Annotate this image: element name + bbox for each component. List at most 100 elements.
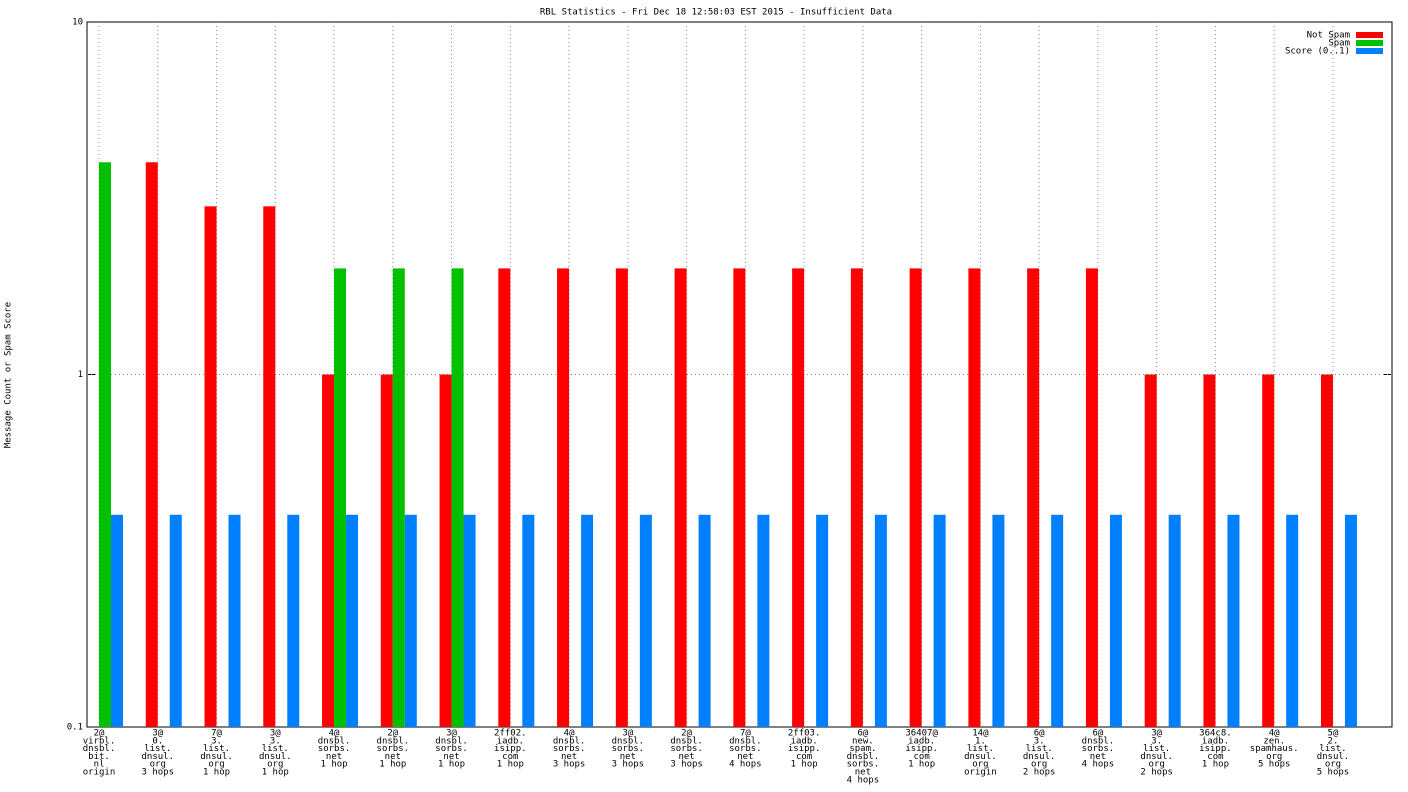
x-tick-label: 1 hop xyxy=(438,760,465,770)
x-tick-label: iadb. xyxy=(908,736,935,746)
x-tick-label: net xyxy=(620,752,636,762)
bar xyxy=(698,514,711,727)
x-tick-label: dnsbl. xyxy=(612,736,645,746)
y-axis-label: Message Count or Spam Score xyxy=(4,302,14,448)
bar xyxy=(322,374,335,727)
x-tick-label: isipp. xyxy=(905,744,938,754)
x-tick-label: isipp. xyxy=(1199,744,1232,754)
x-tick-label: 3. xyxy=(211,736,222,746)
bar xyxy=(498,268,511,727)
bar xyxy=(1051,514,1064,727)
y-tick-label: 0.1 xyxy=(67,723,83,733)
x-tick-label: dnsbl. xyxy=(318,736,351,746)
x-tick-label: 6@ xyxy=(1034,729,1045,739)
legend-swatch xyxy=(1356,32,1383,38)
x-tick-label: net xyxy=(443,752,459,762)
x-tick-label: 5@ xyxy=(1328,729,1339,739)
bar xyxy=(1027,268,1040,727)
x-tick-label: 4@ xyxy=(1269,729,1280,739)
x-tick-label: 1 hop xyxy=(203,768,230,778)
x-tick-label: 1 hop xyxy=(320,760,347,770)
bar xyxy=(850,268,863,727)
x-tick-label: 7@ xyxy=(740,729,751,739)
x-tick-label: 1 hop xyxy=(908,760,935,770)
x-tick-label: 6@ xyxy=(857,729,868,739)
x-tick-label: spam. xyxy=(849,744,876,754)
x-tick-label: sorbs. xyxy=(553,744,586,754)
x-tick-label: com xyxy=(796,752,812,762)
x-tick-label: dnsbl. xyxy=(1082,736,1115,746)
x-tick-label: list. xyxy=(203,744,230,754)
bar xyxy=(287,514,300,727)
x-tick-label: net xyxy=(385,752,401,762)
x-tick-label: iadb. xyxy=(1202,736,1229,746)
x-tick-label: dnsbl. xyxy=(377,736,410,746)
x-tick-label: sorbs. xyxy=(435,744,468,754)
x-tick-label: 2 hops xyxy=(1140,768,1173,778)
bar xyxy=(145,162,158,727)
legend-swatch xyxy=(1356,40,1383,46)
x-tick-label: dnsul. xyxy=(1023,752,1056,762)
x-tick-label: isipp. xyxy=(788,744,821,754)
x-tick-label: sorbs. xyxy=(612,744,645,754)
bar xyxy=(1085,268,1098,727)
bar xyxy=(346,514,359,727)
bar xyxy=(334,268,347,727)
x-tick-label: 2@ xyxy=(387,729,398,739)
x-tick-label: virbl. xyxy=(83,736,116,746)
bar xyxy=(933,514,946,727)
bar xyxy=(522,514,535,727)
x-tick-label: org xyxy=(972,760,988,770)
x-tick-label: 2 hops xyxy=(1023,768,1056,778)
x-tick-label: isipp. xyxy=(494,744,527,754)
x-tick-label: origin xyxy=(964,768,997,778)
legend-label: Spam xyxy=(1328,39,1350,49)
x-tick-label: spamhaus. xyxy=(1250,744,1299,754)
x-tick-label: org xyxy=(267,760,283,770)
x-tick-label: 3 hops xyxy=(612,760,645,770)
bar xyxy=(992,514,1005,727)
bar xyxy=(1144,374,1157,727)
bar xyxy=(1262,374,1275,727)
x-tick-label: bit. xyxy=(88,752,110,762)
x-tick-label: net xyxy=(678,752,694,762)
bar xyxy=(909,268,922,727)
x-tick-label: sorbs. xyxy=(670,744,703,754)
x-tick-label: zen. xyxy=(1263,736,1285,746)
x-tick-label: new. xyxy=(852,736,874,746)
x-tick-label: net xyxy=(737,752,753,762)
bar xyxy=(463,514,476,727)
x-tick-label: 364c8. xyxy=(1199,729,1232,739)
x-tick-label: 3@ xyxy=(152,729,163,739)
bar xyxy=(111,514,123,727)
x-tick-label: org xyxy=(1031,760,1047,770)
x-tick-label: 3. xyxy=(270,736,281,746)
x-tick-label: 3@ xyxy=(446,729,457,739)
x-tick-label: list. xyxy=(967,744,994,754)
x-tick-label: org xyxy=(1266,752,1282,762)
x-tick-label: 1. xyxy=(975,736,986,746)
x-tick-label: org xyxy=(1149,760,1165,770)
chart-title: RBL Statistics - Fri Dec 18 12:58:03 EST… xyxy=(540,8,892,18)
x-tick-label: dnsul. xyxy=(1317,752,1350,762)
x-tick-label: 5 hops xyxy=(1317,768,1350,778)
x-tick-label: org xyxy=(208,760,224,770)
bar xyxy=(439,374,452,727)
x-tick-label: 0. xyxy=(152,736,163,746)
x-tick-label: 2@ xyxy=(681,729,692,739)
legend-label: Not Spam xyxy=(1307,31,1350,41)
bar xyxy=(968,268,981,727)
bar xyxy=(557,268,570,727)
x-tick-label: net xyxy=(561,752,577,762)
x-tick-label: nl xyxy=(94,760,105,770)
x-tick-label: 1 hop xyxy=(379,760,406,770)
x-tick-label: com xyxy=(914,752,930,762)
x-tick-label: org xyxy=(150,760,166,770)
x-tick-label: net xyxy=(855,768,871,778)
bar xyxy=(615,268,628,727)
bar xyxy=(733,268,746,727)
x-tick-label: 1 hop xyxy=(791,760,818,770)
x-tick-label: 36407@ xyxy=(905,729,938,739)
x-tick-label: 2@ xyxy=(94,729,105,739)
